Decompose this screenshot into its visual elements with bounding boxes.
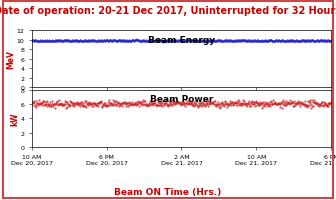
Y-axis label: MeV: MeV: [6, 50, 15, 69]
Text: Beam Power: Beam Power: [150, 95, 213, 104]
Y-axis label: kW: kW: [10, 112, 19, 125]
Text: Date of operation: 20-21 Dec 2017, Uninterrupted for 32 Hours: Date of operation: 20-21 Dec 2017, Unint…: [0, 6, 336, 16]
Text: Beam Energy: Beam Energy: [148, 36, 215, 44]
Text: Beam ON Time (Hrs.): Beam ON Time (Hrs.): [114, 187, 222, 196]
